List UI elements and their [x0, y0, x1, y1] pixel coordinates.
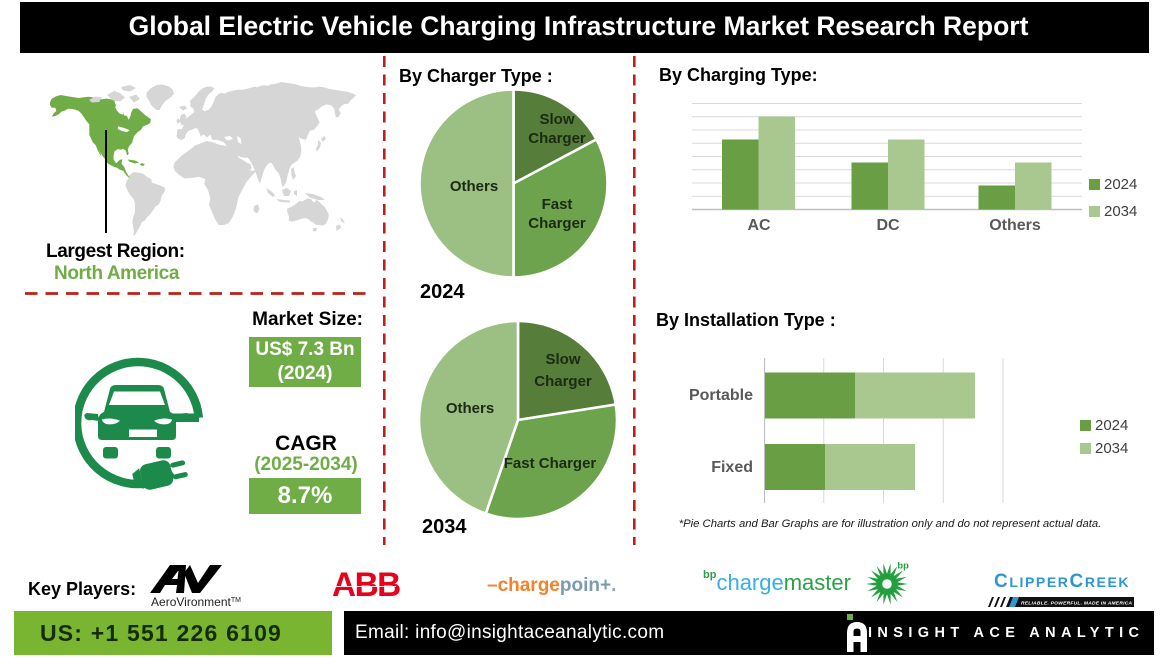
svg-text:bp: bp: [897, 560, 909, 570]
svg-text:RELIABLE. POWERFUL. MADE IN AM: RELIABLE. POWERFUL. MADE IN AMERICA: [1021, 600, 1132, 606]
